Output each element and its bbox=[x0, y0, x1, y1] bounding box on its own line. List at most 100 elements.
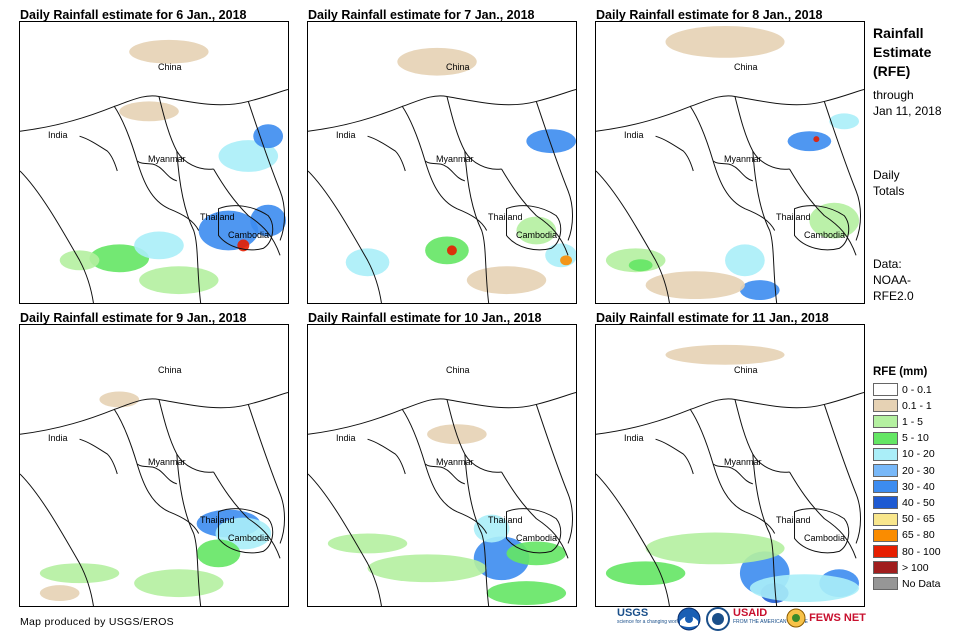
country-label-india: India bbox=[336, 433, 356, 443]
country-border bbox=[308, 89, 576, 132]
rainfall-patch bbox=[645, 271, 745, 300]
country-border bbox=[535, 101, 574, 241]
country-border bbox=[136, 160, 177, 182]
country-label-china: China bbox=[158, 62, 182, 72]
country-border bbox=[506, 508, 562, 554]
map-graphic bbox=[596, 25, 864, 303]
rainfall-patch bbox=[397, 47, 477, 76]
country-border bbox=[20, 392, 288, 435]
country-label-myanmar: Myanmar bbox=[724, 457, 762, 467]
legend-label: 30 - 40 bbox=[902, 480, 935, 493]
country-label-cambodia: Cambodia bbox=[804, 230, 846, 240]
country-border bbox=[367, 135, 406, 172]
legend-item: 50 - 65 bbox=[873, 512, 935, 526]
rainfall-patch bbox=[665, 344, 785, 365]
country-label-china: China bbox=[446, 62, 470, 72]
rainfall-patch bbox=[119, 101, 179, 122]
country-border bbox=[506, 205, 562, 251]
rainfall-patch bbox=[725, 244, 765, 277]
map-credit: Map produced by USGS/EROS bbox=[20, 616, 174, 628]
country-border bbox=[712, 160, 753, 182]
country-label-china: China bbox=[446, 365, 470, 375]
country-border bbox=[596, 89, 864, 132]
country-border bbox=[247, 101, 286, 241]
rainfall-patch bbox=[327, 533, 408, 554]
country-border bbox=[424, 160, 465, 182]
rainfall-patch bbox=[665, 25, 785, 58]
country-label-thailand: Thailand bbox=[488, 212, 523, 222]
country-label-myanmar: Myanmar bbox=[724, 154, 762, 164]
rainfall-patch bbox=[196, 539, 241, 568]
country-label-india: India bbox=[336, 130, 356, 140]
country-label-india: India bbox=[624, 433, 644, 443]
country-label-thailand: Thailand bbox=[488, 515, 523, 525]
country-border bbox=[823, 101, 862, 241]
country-label-myanmar: Myanmar bbox=[436, 154, 474, 164]
legend-swatch bbox=[873, 577, 898, 591]
country-border bbox=[596, 473, 670, 606]
country-border bbox=[823, 404, 862, 544]
legend-label: 40 - 50 bbox=[902, 496, 935, 509]
rainfall-patch bbox=[134, 231, 184, 260]
country-border bbox=[752, 454, 778, 606]
country-label-thailand: Thailand bbox=[200, 515, 235, 525]
country-label-india: India bbox=[48, 433, 68, 443]
country-label-thailand: Thailand bbox=[200, 212, 235, 222]
rainfall-patch bbox=[425, 236, 469, 265]
legend-label: 10 - 20 bbox=[902, 448, 935, 461]
country-border bbox=[794, 205, 850, 251]
rainfall-patch bbox=[139, 266, 219, 295]
rainfall-map-9-jan: China India Myanmar Thailand Cambodia bbox=[19, 324, 289, 607]
country-label-myanmar: Myanmar bbox=[148, 457, 186, 467]
legend-swatch bbox=[873, 480, 898, 494]
legend-label: 0.1 - 1 bbox=[902, 399, 932, 412]
legend-swatch bbox=[873, 464, 898, 477]
country-border bbox=[789, 168, 857, 256]
country-border bbox=[501, 168, 569, 256]
country-border bbox=[712, 463, 753, 485]
country-border bbox=[401, 106, 488, 231]
country-border bbox=[213, 168, 281, 256]
rainfall-patch bbox=[809, 202, 860, 239]
country-border bbox=[218, 508, 274, 554]
legend-item: 0 - 0.1 bbox=[873, 383, 932, 396]
legend-item: 80 - 100 bbox=[873, 545, 941, 558]
legend-swatch bbox=[873, 512, 898, 526]
country-border bbox=[596, 392, 864, 435]
country-border bbox=[113, 409, 200, 534]
rainfall-patch bbox=[813, 136, 820, 143]
country-border bbox=[446, 399, 502, 473]
country-label-cambodia: Cambodia bbox=[228, 230, 270, 240]
country-border bbox=[20, 473, 94, 606]
country-label-thailand: Thailand bbox=[776, 212, 811, 222]
legend-item: No Data bbox=[873, 577, 941, 591]
country-border bbox=[689, 106, 776, 231]
usaid-logo: USAID FROM THE AMERICAN PEOPLE bbox=[733, 607, 808, 625]
legend-label: 5 - 10 bbox=[902, 432, 929, 445]
country-label-china: China bbox=[158, 365, 182, 375]
country-border bbox=[113, 106, 200, 231]
usgs-logo: USGS science for a changing world bbox=[617, 607, 681, 625]
rainfall-map-11-jan: China India Myanmar Thailand Cambodia bbox=[595, 324, 865, 607]
country-border bbox=[464, 454, 490, 606]
country-label-india: India bbox=[624, 130, 644, 140]
legend-item: 40 - 50 bbox=[873, 496, 935, 510]
legend-item: 65 - 80 bbox=[873, 528, 935, 542]
country-label-myanmar: Myanmar bbox=[148, 154, 186, 164]
data-source: Data: NOAA- RFE2.0 bbox=[873, 257, 914, 303]
rainfall-patch bbox=[486, 581, 567, 606]
legend-label: No Data bbox=[902, 577, 941, 590]
rainfall-patch bbox=[367, 554, 487, 583]
panel-title-10-jan: Daily Rainfall estimate for 10 Jan., 201… bbox=[308, 311, 542, 325]
through-date: through Jan 11, 2018 bbox=[873, 88, 942, 118]
legend-item: > 100 bbox=[873, 561, 929, 575]
legend-label: 20 - 30 bbox=[902, 464, 935, 477]
country-border bbox=[20, 170, 94, 303]
country-label-cambodia: Cambodia bbox=[516, 533, 558, 543]
legend-item: 20 - 30 bbox=[873, 464, 935, 477]
panel-title-8-jan: Daily Rainfall estimate for 8 Jan., 2018 bbox=[596, 8, 823, 22]
noaa-logo bbox=[677, 607, 701, 634]
legend-item: 5 - 10 bbox=[873, 431, 929, 445]
rainfall-patch bbox=[545, 243, 576, 268]
country-border bbox=[752, 151, 778, 303]
